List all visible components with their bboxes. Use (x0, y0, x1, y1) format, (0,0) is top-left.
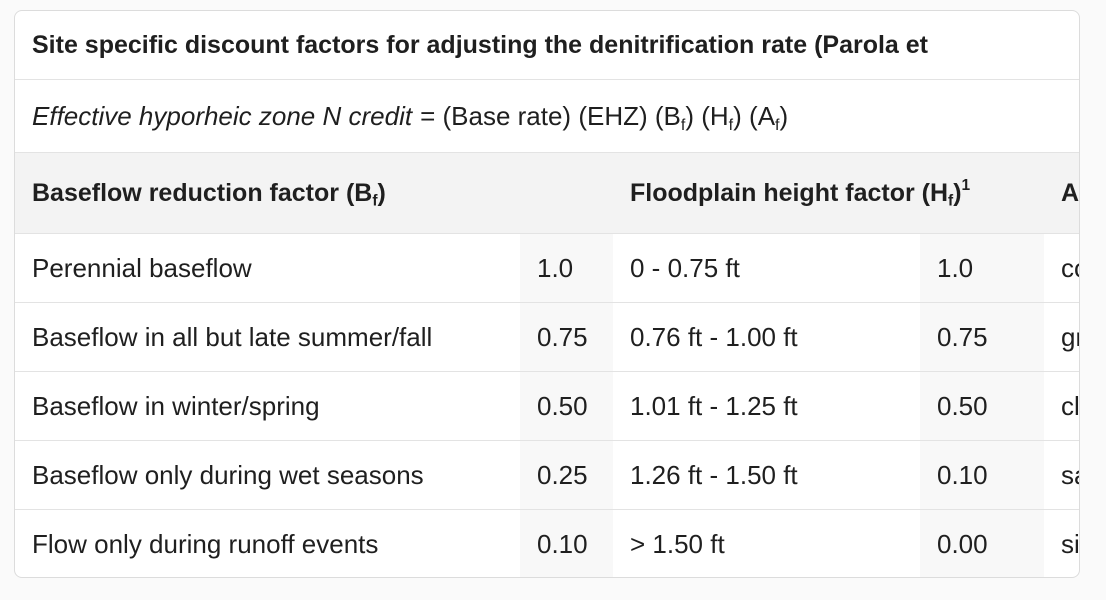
factor-value: 0.50 (520, 371, 613, 441)
header-text: A (1061, 178, 1080, 207)
factor-value: 0.25 (520, 440, 613, 510)
header-subscript: f (948, 192, 954, 210)
formula: Effective hyporheic zone N credit = (Base… (15, 79, 1079, 153)
table-row: Baseflow in winter/spring 0.50 1.01 ft - 1… (15, 371, 1079, 441)
factor-value: 0.75 (920, 302, 1044, 372)
header-cell: Baseflow reduction factor (Bf) (15, 152, 613, 234)
formula-label: Effective hyporheic zone N credit (32, 100, 413, 131)
table-cell: 0.76 ft - 1.00 ft (613, 302, 920, 372)
formula-part: ) (779, 100, 789, 131)
table-cell: Baseflow in winter/spring (15, 371, 520, 441)
factor-value: 1.0 (520, 233, 613, 303)
header-footnote: 1 (961, 176, 971, 194)
factor-table: Site specific discount factors for adjus… (15, 11, 1080, 577)
table-cell: sa (1044, 440, 1079, 510)
table-cell: si (1044, 509, 1079, 577)
header-text: ) (953, 178, 962, 207)
table-card: Site specific discount factors for adjus… (14, 10, 1080, 578)
table-cell: Perennial baseflow (15, 233, 520, 303)
table-row: Flow only during runoff events 0.10 > 1.50… (15, 509, 1079, 577)
header-text: Floodplain height factor (H (630, 178, 949, 207)
table-row: Baseflow in all but late summer/fall 0.75… (15, 302, 1079, 372)
table-cell: 1.26 ft - 1.50 ft (613, 440, 920, 510)
factor-value: 0.00 (920, 509, 1044, 577)
table-cell: > 1.50 ft (613, 509, 920, 577)
table-cell: gr (1044, 302, 1079, 372)
title-row: Site specific discount factors for adjus… (15, 11, 1079, 80)
table-cell: Baseflow in all but late summer/fall (15, 302, 520, 372)
formula-subscript: f (680, 115, 686, 134)
header-text: ) (377, 178, 386, 207)
table-cell: Baseflow only during wet seasons (15, 440, 520, 510)
table-row: Baseflow only during wet seasons 0.25 1.26… (15, 440, 1079, 510)
formula-part: ) (A (733, 100, 776, 131)
header-subscript: f (372, 192, 378, 210)
formula-part: = (Base rate) (EHZ) (B (420, 100, 681, 131)
factor-value: 1.0 (920, 233, 1044, 303)
formula-subscript: f (775, 115, 780, 134)
table-cell: 1.01 ft - 1.25 ft (613, 371, 920, 441)
table-cell: Flow only during runoff events (15, 509, 520, 577)
factor-value: 0.75 (520, 302, 613, 372)
header-text: Baseflow reduction factor (B (32, 178, 373, 207)
header-cell: Floodplain height factor (Hf)1 (613, 152, 1044, 234)
table-cell: 0 - 0.75 ft (613, 233, 920, 303)
table-title: Site specific discount factors for adjus… (15, 11, 1079, 80)
formula-row: Effective hyporheic zone N credit = (Base… (15, 79, 1079, 153)
header-cell: A (1044, 152, 1080, 234)
factor-value: 0.50 (920, 371, 1044, 441)
table-cell: cl (1044, 371, 1079, 441)
formula-subscript: f (728, 115, 734, 134)
factor-value: 0.10 (920, 440, 1044, 510)
factor-value: 0.10 (520, 509, 613, 577)
table-cell: co (1044, 233, 1079, 303)
header-row: Baseflow reduction factor (Bf) Floodplai… (15, 152, 1080, 234)
formula-part: ) (H (685, 100, 729, 131)
